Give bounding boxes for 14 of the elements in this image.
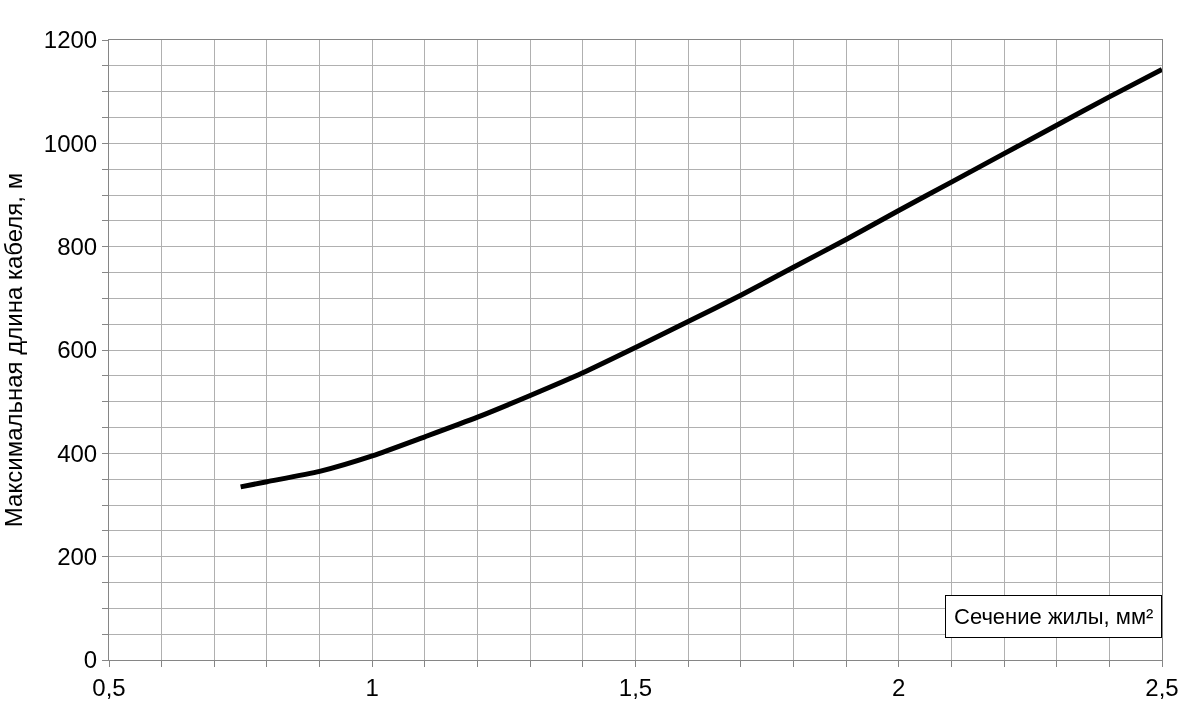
y-tick-label: 200 <box>57 543 98 571</box>
x-tick-label: 1 <box>365 673 379 701</box>
x-tick-label: 0,5 <box>92 673 126 701</box>
y-axis-title: Максимальная длина кабеля, м <box>0 172 27 528</box>
x-tick-label: 2 <box>892 673 906 701</box>
y-tick-label: 0 <box>83 646 98 674</box>
x-tick-label: 1,5 <box>618 673 653 701</box>
y-tick-label: 400 <box>57 439 98 467</box>
y-tick-label: 600 <box>57 336 98 364</box>
y-tick-label: 1200 <box>43 26 98 54</box>
x-tick-label: 2,5 <box>1145 673 1179 701</box>
y-tick-label: 800 <box>57 233 98 261</box>
x-axis-title: Сечение жилы, мм² <box>954 604 1154 629</box>
y-tick-label: 1000 <box>43 129 98 157</box>
